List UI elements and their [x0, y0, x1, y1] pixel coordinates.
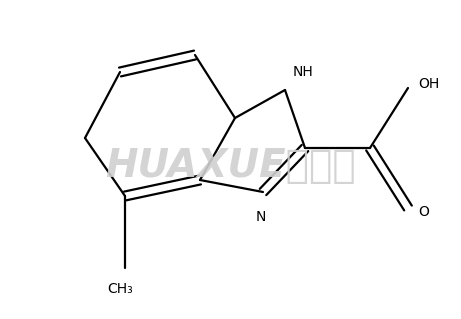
Text: CH₃: CH₃	[107, 282, 133, 296]
Text: OH: OH	[418, 77, 439, 91]
Text: O: O	[418, 205, 429, 219]
Text: NH: NH	[293, 65, 314, 79]
Text: N: N	[256, 210, 266, 224]
Text: HUAXUE化学加: HUAXUE化学加	[105, 147, 356, 185]
